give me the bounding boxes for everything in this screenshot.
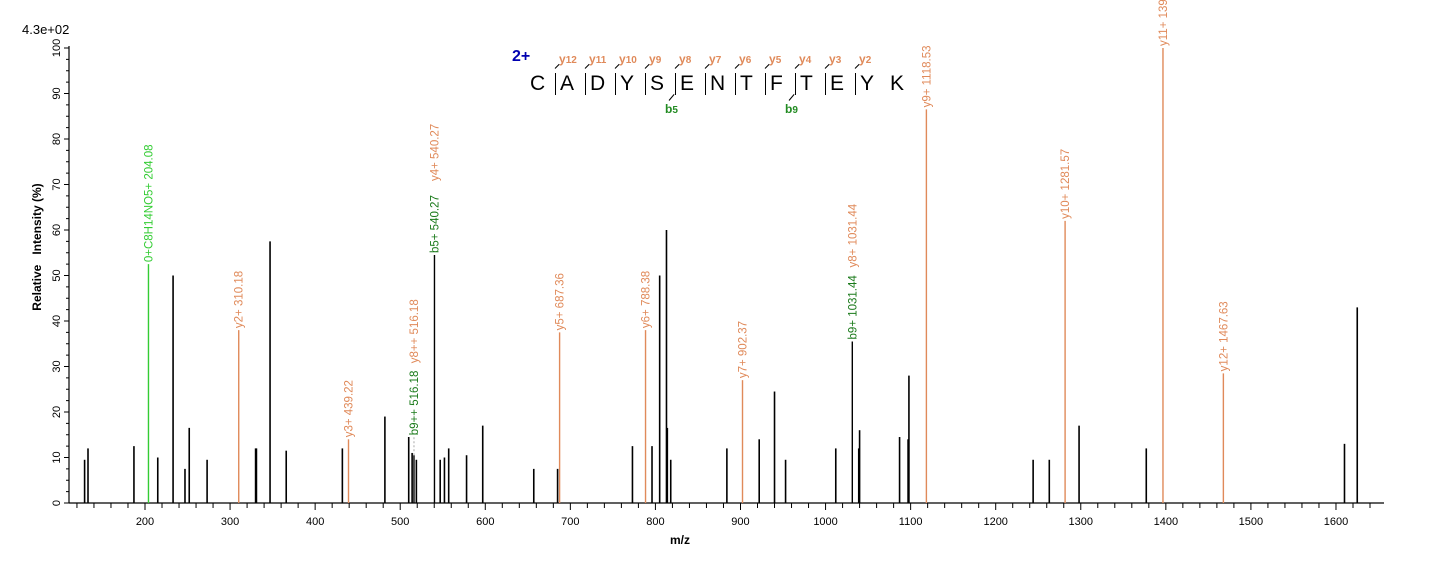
y-tick-label: 90	[51, 87, 63, 99]
y-ion-label: y11	[589, 52, 607, 66]
y-tick-label: 30	[51, 360, 63, 372]
cleavage-mark	[825, 73, 826, 95]
x-tick-label: 1200	[983, 516, 1007, 528]
residue-t: T	[740, 72, 753, 95]
cleavage-mark	[675, 73, 676, 95]
x-axis-label: m/z	[670, 533, 691, 547]
residue-y: Y	[860, 72, 875, 95]
peak-annotation: b9++ 516.18	[409, 371, 421, 436]
residue-f: F	[770, 72, 783, 95]
peak-annotation: y8++ 516.18	[409, 299, 421, 363]
y-axis-label: Relative Intensity (%)	[30, 183, 44, 311]
x-tick-label: 700	[561, 516, 579, 528]
residue-d: D	[590, 72, 606, 95]
charge-state: 2+	[512, 48, 531, 65]
x-tick-label: 1100	[899, 516, 923, 528]
x-tick-label: 1000	[813, 516, 837, 528]
y-tick-label: 80	[51, 133, 63, 145]
x-tick-label: 300	[221, 516, 239, 528]
residue-t: T	[800, 72, 813, 95]
y-ion-label: y9	[649, 52, 662, 66]
y-ion-label: y2	[859, 52, 872, 66]
peak-annotation: y3+ 439.22	[344, 380, 356, 437]
cleavage-mark	[855, 73, 856, 95]
y-tick-label: 60	[51, 224, 63, 236]
peak-annotation: y8+ 1031.44	[847, 203, 859, 267]
x-tick-label: 800	[646, 516, 664, 528]
cleavage-mark	[645, 73, 646, 95]
cleavage-mark	[615, 73, 616, 95]
residue-y: Y	[620, 72, 635, 95]
peak-annotation: y11+ 1396.63	[1158, 0, 1170, 46]
y-ion-label: y8	[679, 52, 692, 66]
x-tick-label: 1300	[1069, 516, 1093, 528]
y-ion-label: y12	[559, 52, 577, 66]
residue-k: K	[890, 72, 905, 95]
y-tick-label: 0	[51, 500, 63, 506]
peak-annotation: b9+ 1031.44	[847, 275, 859, 340]
y-tick-label: 50	[51, 269, 63, 281]
residue-a: A	[560, 72, 575, 95]
residue-e: E	[830, 72, 845, 95]
peak-annotation: y2+ 310.18	[234, 271, 246, 328]
b-ion-label: b9	[785, 102, 798, 116]
residue-c: C	[530, 72, 546, 95]
peak-annotation: y9+ 1118.53	[921, 46, 933, 108]
y-ion-label: y6	[739, 52, 752, 66]
cleavage-mark	[585, 73, 586, 95]
b-ion-label: b5	[665, 102, 678, 116]
y-tick-label: 40	[51, 315, 63, 327]
x-tick-label: 1500	[1239, 516, 1263, 528]
y-ion-label: y4	[799, 52, 812, 66]
x-tick-label: 1600	[1324, 516, 1348, 528]
peak-annotation: y12+ 1467.63	[1218, 301, 1230, 371]
x-tick-label: 500	[391, 516, 409, 528]
peak-annotation: y7+ 902.37	[738, 321, 750, 378]
peak-annotation: b5+ 540.27	[429, 195, 441, 253]
peak-annotation: 0+C8H14NO5+ 204.08	[143, 144, 155, 262]
x-tick-label: 1400	[1154, 516, 1178, 528]
cleavage-mark	[705, 73, 706, 95]
residue-n: N	[710, 72, 726, 95]
x-tick-label: 900	[731, 516, 749, 528]
x-tick-label: 600	[476, 516, 494, 528]
y-tick-label: 100	[51, 39, 63, 57]
residue-s: S	[650, 72, 665, 95]
residue-e: E	[680, 72, 695, 95]
y-ion-label: y5	[769, 52, 782, 66]
x-tick-label: 400	[306, 516, 324, 528]
y-ion-label: y10	[619, 52, 637, 66]
cleavage-mark	[735, 73, 736, 95]
scale-label: 4.3e+02	[22, 22, 70, 37]
peak-annotation: y5+ 687.36	[555, 273, 567, 330]
peak-annotation: y10+ 1281.57	[1060, 149, 1072, 219]
y-tick-label: 70	[51, 178, 63, 190]
cleavage-mark	[795, 73, 796, 95]
x-tick-label: 200	[136, 516, 154, 528]
peak-annotation: y4+ 540.27	[429, 124, 441, 181]
y-ion-label: y3	[829, 52, 842, 66]
cleavage-mark	[765, 73, 766, 95]
y-tick-label: 20	[51, 406, 63, 418]
y-tick-label: 10	[51, 451, 63, 463]
peak-annotation: y6+ 788.38	[641, 271, 653, 328]
y-ion-label: y7	[709, 52, 722, 66]
cleavage-mark	[555, 73, 556, 95]
